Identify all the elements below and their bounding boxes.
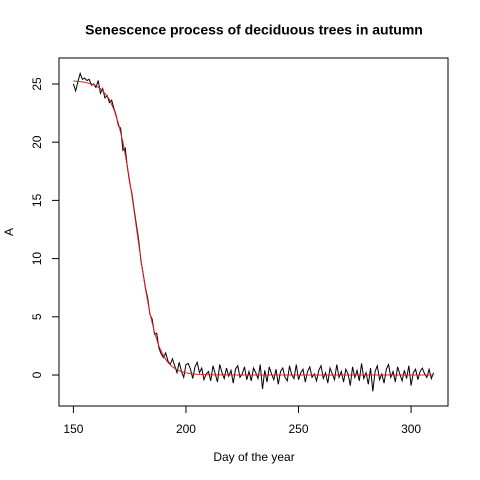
x-tick-label: 250	[289, 422, 309, 436]
x-tick-label: 300	[401, 422, 421, 436]
chart-title: Senescence process of deciduous trees in…	[85, 22, 423, 38]
y-tick-label: 15	[30, 193, 44, 207]
y-tick-label: 10	[30, 252, 44, 266]
x-tick-label: 150	[63, 422, 83, 436]
y-axis-label: A	[2, 228, 16, 236]
y-tick-label: 25	[30, 77, 44, 91]
y-tick-label: 0	[30, 371, 44, 378]
x-axis-label: Day of the year	[213, 450, 294, 464]
series-line	[73, 80, 434, 376]
x-tick-label: 200	[176, 422, 196, 436]
y-tick-label: 20	[30, 135, 44, 149]
y-tick-label: 5	[30, 313, 44, 320]
